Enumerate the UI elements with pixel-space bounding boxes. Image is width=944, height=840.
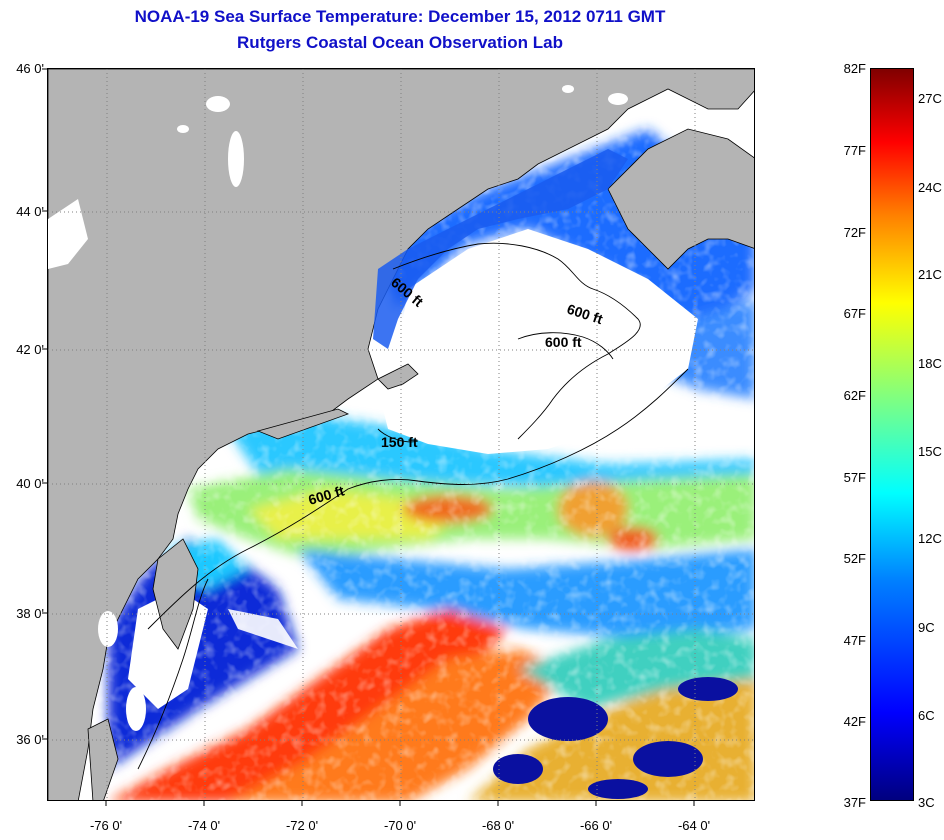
cold-eddies (493, 677, 738, 799)
sst-map: 600 ft 600 ft 600 ft 150 ft 600 ft (47, 68, 755, 801)
lat-label-46: 46 0' (16, 61, 44, 76)
lon-label-68: -68 0' (481, 818, 515, 833)
cbar-f-77: 77F (843, 143, 866, 158)
lon-label-70: -70 0' (383, 818, 417, 833)
cbar-c-18: 18C (918, 356, 942, 371)
cbar-c-12: 12C (918, 531, 942, 546)
cbar-f-72: 72F (843, 225, 866, 240)
lon-label-64: -64 0' (677, 818, 711, 833)
cbar-f-42: 42F (843, 714, 866, 729)
coastal-cold-band (373, 149, 628, 349)
lat-label-40: 40 0' (16, 476, 44, 491)
bathymetry-contours (137, 242, 689, 770)
cbar-c-27: 27C (918, 91, 942, 106)
contour-label-4: 150 ft (381, 434, 418, 450)
map-title: NOAA-19 Sea Surface Temperature: Decembe… (134, 7, 666, 26)
map-subtitle: Rutgers Coastal Ocean Observation Lab (237, 33, 563, 52)
lon-label-74: -74 0' (187, 818, 221, 833)
cbar-f-67: 67F (843, 306, 866, 321)
lat-label-42: 42 0' (16, 342, 44, 357)
cbar-f-37: 37F (843, 795, 866, 810)
cbar-f-47: 47F (843, 633, 866, 648)
lat-label-36: 36 0' (16, 732, 44, 747)
lon-label-66: -66 0' (579, 818, 613, 833)
cbar-c-15: 15C (918, 444, 942, 459)
cbar-c-6: 6C (918, 708, 935, 723)
cloud-gulf-of-maine (378, 229, 698, 454)
cbar-f-57: 57F (843, 470, 866, 485)
cbar-c-24: 24C (918, 180, 942, 195)
temperature-colorbar (870, 68, 914, 801)
inland-clouds (48, 85, 628, 731)
cbar-c-9: 9C (918, 620, 935, 635)
cbar-f-62: 62F (843, 388, 866, 403)
contour-label-3: 600 ft (545, 334, 582, 350)
lat-label-38: 38 0' (16, 606, 44, 621)
cbar-c-21: 21C (918, 267, 942, 282)
land (48, 69, 754, 800)
lon-label-72: -72 0' (285, 818, 319, 833)
lat-label-44: 44 0' (16, 204, 44, 219)
lon-label-76: -76 0' (89, 818, 123, 833)
cbar-f-82: 82F (843, 61, 866, 76)
cbar-c-3: 3C (918, 795, 935, 810)
cbar-f-52: 52F (843, 551, 866, 566)
